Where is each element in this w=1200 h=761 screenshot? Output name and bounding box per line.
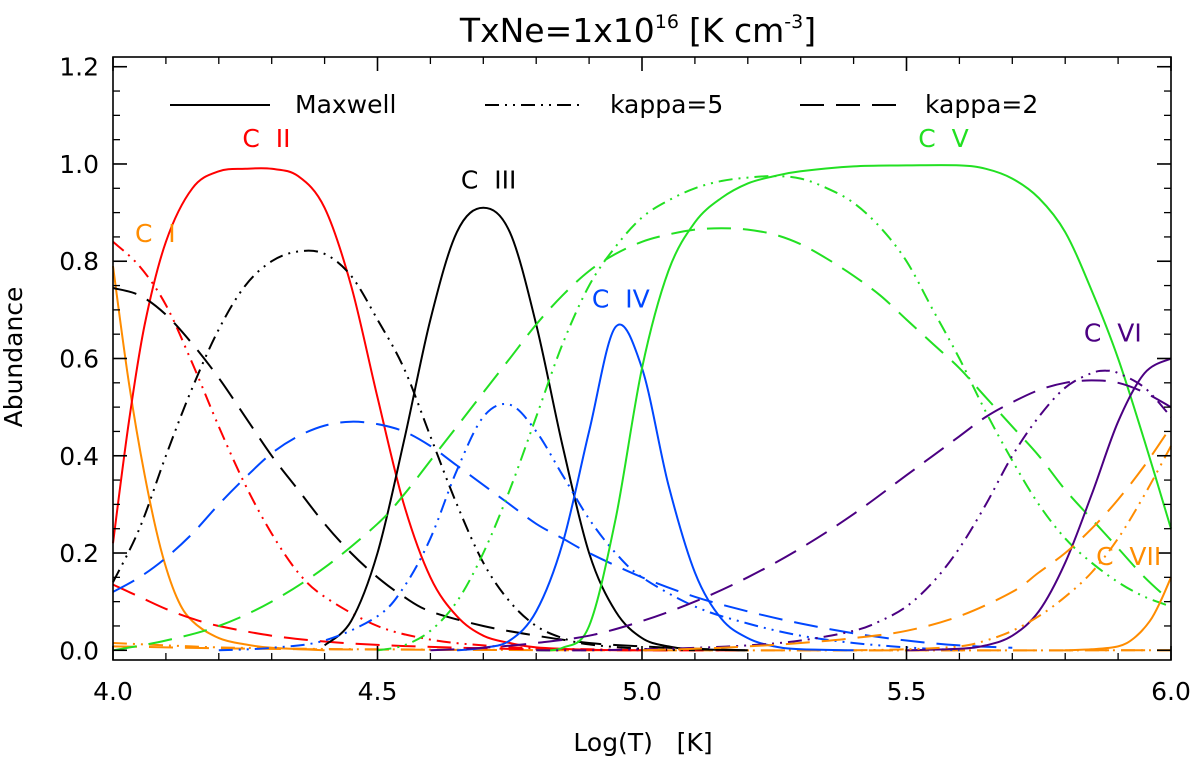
series-c-v-kappa-2 (112, 227, 1172, 652)
title-main: TxNe=1x10 (459, 11, 655, 50)
y-axis-label: Abundance (0, 287, 28, 428)
series-c-v-kappa-5 (377, 175, 1172, 652)
series-c-iv-maxwell (456, 323, 854, 652)
series-curves (112, 164, 1172, 652)
y-tick-label: 0.0 (59, 636, 99, 665)
ion-label-c-v: C V (918, 124, 968, 153)
series-c-iii-kappa-2 (112, 287, 748, 652)
x-tick-label: 5.0 (622, 677, 662, 706)
plot-frame (112, 56, 1172, 661)
series-c-vii-maxwell (1065, 576, 1172, 652)
ion-label-c-iii: C III (461, 165, 516, 194)
ion-label-c-iv: C IV (592, 284, 650, 313)
x-tick-label: 5.5 (887, 677, 927, 706)
chart-title: TxNe=1x1016 [K cm-3] (459, 11, 816, 50)
series-c-vi-kappa-5 (536, 369, 1172, 652)
y-tick-label: 0.6 (59, 345, 99, 374)
series-c-iii-maxwell (323, 206, 748, 652)
series-c-iv-kappa-5 (218, 403, 960, 652)
legend: Maxwell kappa=5 kappa=2 (170, 90, 1038, 119)
series-c-ii-maxwell (112, 167, 643, 652)
y-tick-label: 1.0 (59, 150, 99, 179)
title-exponent: 16 (655, 11, 679, 33)
legend-label-maxwell: Maxwell (295, 90, 396, 119)
legend-label-kappa-5: kappa=5 (610, 90, 723, 119)
ion-label-c-i: C I (135, 219, 176, 248)
series-c-i-kappa-2 (112, 645, 1172, 652)
title-unit-exponent: -3 (784, 11, 803, 33)
ion-label-c-ii: C II (242, 124, 290, 153)
series-c-ii-kappa-5 (112, 241, 643, 652)
title-unit-close: ] (803, 11, 816, 50)
x-tick-label: 6.0 (1151, 677, 1191, 706)
x-tick-label: 4.5 (358, 677, 398, 706)
series-c-vi-maxwell (906, 357, 1172, 652)
series-c-vii-kappa-2 (641, 426, 1172, 652)
x-axis-label: Log(T) [K] (573, 728, 712, 757)
legend-label-kappa-2: kappa=2 (925, 90, 1038, 119)
series-c-vi-kappa-2 (430, 379, 1172, 652)
series-c-iii-kappa-5 (112, 249, 695, 652)
y-tick-label: 0.2 (59, 539, 99, 568)
x-tick-label: 4.0 (93, 677, 133, 706)
y-tick-label: 1.2 (59, 53, 99, 82)
series-c-ii-kappa-2 (112, 583, 748, 652)
title-unit: [K cm (689, 11, 784, 50)
y-tick-label: 0.8 (59, 247, 99, 276)
tick-labels: 4.0 4.5 5.0 5.5 6.0 0.0 0.2 0.4 0.6 0.8 1.0 1.2 (59, 53, 1191, 706)
ion-labels: C I C II C III C IV C V C VI C VII (135, 124, 1161, 571)
y-tick-label: 0.4 (59, 442, 99, 471)
series-c-v-maxwell (536, 164, 1172, 652)
series-c-vii-kappa-5 (853, 445, 1172, 652)
ion-label-c-vii: C VII (1096, 542, 1161, 571)
ion-label-c-vi: C VI (1084, 318, 1142, 347)
series-c-iv-kappa-2 (112, 420, 1013, 649)
